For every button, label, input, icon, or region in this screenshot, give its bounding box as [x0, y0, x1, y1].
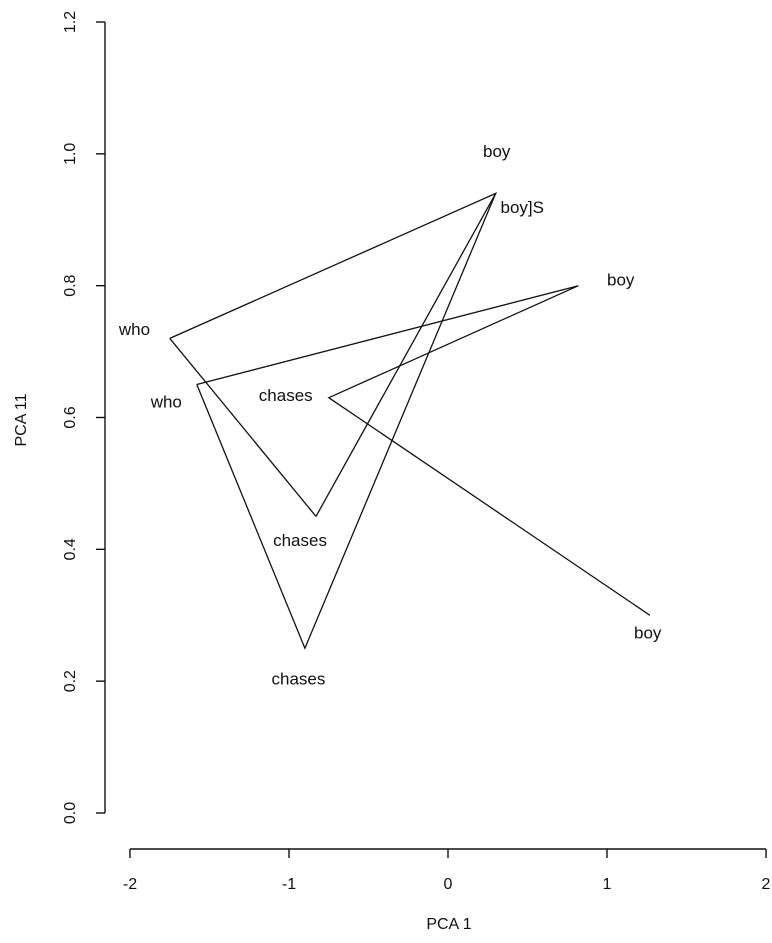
y-tick-label: 0.8 — [62, 274, 79, 296]
trajectory-lines — [169, 192, 651, 650]
word-label: who — [150, 393, 182, 412]
x-tick-label: -1 — [282, 876, 296, 893]
y-tick-label: 0.6 — [62, 406, 79, 428]
word-label: boy — [634, 623, 662, 642]
word-labels: boy boy]S boy who who chases chases chases boy — [118, 142, 662, 688]
x-tick-label: 1 — [603, 876, 612, 893]
y-tick-label: 1.2 — [62, 11, 79, 33]
y-tick-label: 1.0 — [62, 143, 79, 165]
word-label: boy — [483, 142, 511, 161]
word-label: boy]S — [501, 198, 544, 217]
word-label: chases — [272, 670, 326, 689]
x-ticks: -2 -1 0 1 2 — [123, 849, 771, 893]
x-tick-label: -2 — [123, 876, 137, 893]
word-label: who — [118, 320, 150, 339]
y-tick-label: 0.4 — [62, 538, 79, 560]
trajectory-line — [196, 193, 497, 650]
x-axis-label: PCA 1 — [426, 916, 471, 933]
word-label: chases — [273, 531, 327, 550]
word-label: boy — [607, 271, 635, 290]
trajectory-line — [196, 285, 651, 616]
trajectory-line — [169, 192, 498, 517]
axes — [104, 22, 766, 850]
y-axis-label: PCA 11 — [13, 393, 30, 446]
x-tick-label: 0 — [444, 876, 453, 893]
y-tick-label: 0.2 — [62, 670, 79, 692]
trajectory-line — [169, 337, 317, 517]
x-tick-label: 2 — [762, 876, 771, 893]
y-ticks: 0.0 0.2 0.4 0.6 0.8 1.0 1.2 — [62, 11, 105, 824]
word-label: chases — [259, 386, 313, 405]
y-tick-label: 0.0 — [62, 802, 79, 824]
